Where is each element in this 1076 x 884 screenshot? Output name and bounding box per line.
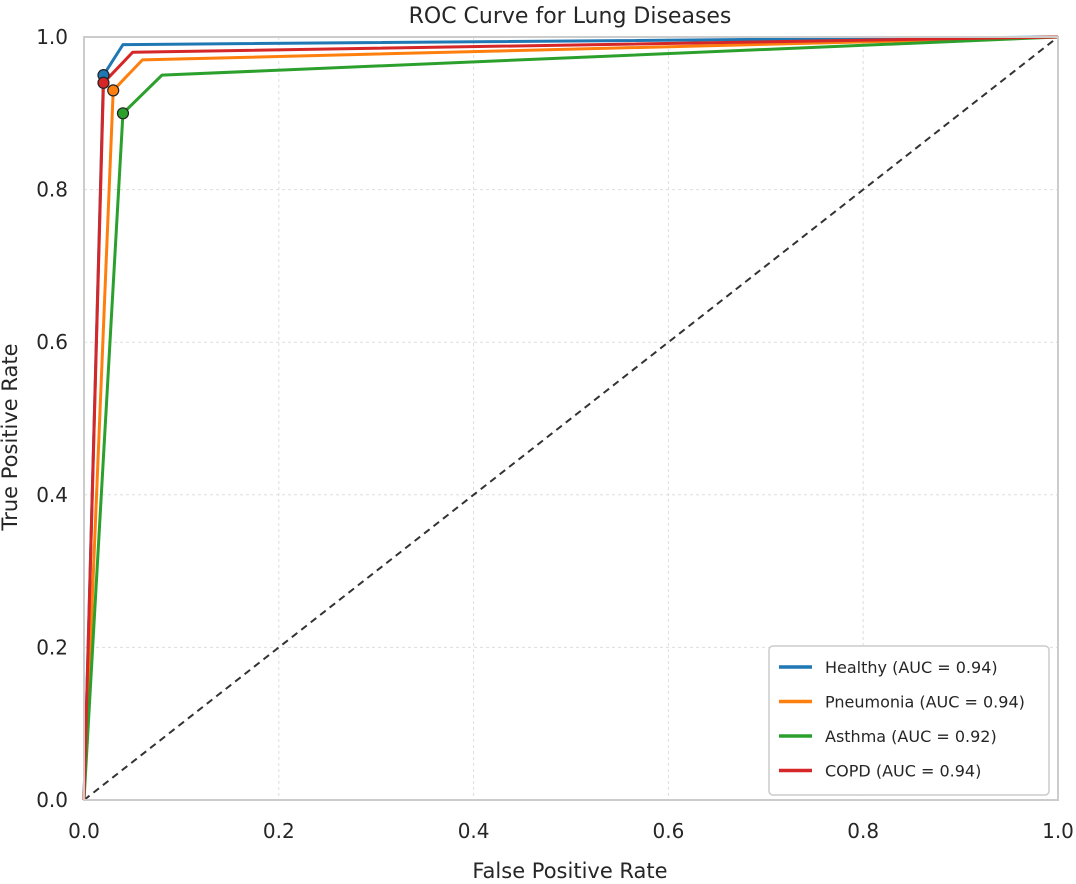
series-markers (97, 69, 130, 120)
series-line-2 (82, 35, 1059, 801)
y-tick-label: 0.8 (36, 178, 68, 202)
series-line-3 (82, 35, 1059, 801)
plot-frame (83, 36, 1059, 801)
legend-entry-2: Asthma (AUC = 0.92) (825, 727, 997, 746)
series-marker-1 (107, 84, 120, 97)
legend-entry-0: Healthy (AUC = 0.94) (825, 658, 998, 677)
series-line-1 (82, 35, 1059, 801)
series-marker-3 (97, 76, 110, 89)
y-tick-label: 0.6 (36, 330, 68, 354)
series-marker-2 (116, 107, 130, 120)
x-tick-label: 0.8 (847, 819, 879, 843)
x-axis-label: False Positive Rate (472, 859, 667, 883)
x-tick-label: 0.2 (263, 819, 295, 843)
x-tick-label: 1.0 (1042, 819, 1074, 843)
chance-diagonal-line (83, 36, 1059, 801)
y-tick-label: 0.0 (36, 788, 68, 812)
y-tick-label: 0.2 (36, 635, 68, 659)
legend: Healthy (AUC = 0.94) Pneumonia (AUC = 0.9… (768, 645, 1050, 796)
legend-entry-1: Pneumonia (AUC = 0.94) (825, 693, 1025, 712)
x-tick-label: 0.4 (458, 819, 490, 843)
plot-area: 0.0 0.2 0.4 0.6 0.8 1.0 0.0 0.2 0.4 0.6 0.8 1.0 (36, 25, 1074, 843)
legend-box (768, 645, 1050, 796)
x-tick-label: 0.0 (68, 819, 100, 843)
tick-labels: 0.0 0.2 0.4 0.6 0.8 1.0 0.0 0.2 0.4 0.6 0.8 1.0 (36, 25, 1074, 843)
y-tick-label: 0.4 (36, 483, 68, 507)
y-axis-label: True Positive Rate (0, 343, 22, 531)
x-tick-label: 0.6 (652, 819, 684, 843)
chart-title: ROC Curve for Lung Diseases (409, 4, 732, 29)
legend-entry-3: COPD (AUC = 0.94) (825, 762, 981, 781)
y-tick-label: 1.0 (36, 25, 68, 49)
series-lines (82, 35, 1059, 801)
